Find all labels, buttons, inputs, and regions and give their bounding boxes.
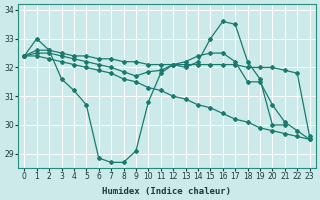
X-axis label: Humidex (Indice chaleur): Humidex (Indice chaleur) [102,187,231,196]
